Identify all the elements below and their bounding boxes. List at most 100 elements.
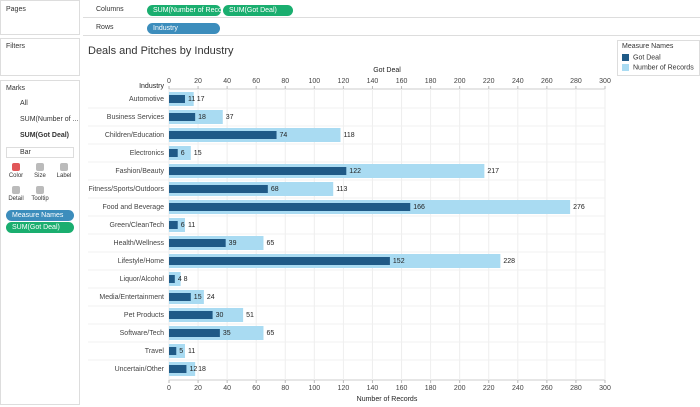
y-tick-label: Media/Entertainment: [99, 294, 164, 301]
data-label: 15: [194, 150, 202, 157]
x2-tick-label: 40: [223, 78, 231, 85]
x-tick-label: 260: [541, 385, 553, 392]
button-label: Size: [34, 173, 46, 179]
y-tick-label: Business Services: [107, 114, 165, 121]
data-label: 35: [223, 330, 231, 337]
bar: [169, 167, 347, 175]
color-button[interactable]: Color: [6, 163, 26, 179]
data-label: 122: [349, 168, 361, 175]
data-label: 65: [266, 240, 274, 247]
x-tick-label: 180: [425, 385, 437, 392]
y-tick-label: Uncertain/Other: [115, 366, 165, 373]
data-label: 113: [336, 186, 347, 193]
data-label: 4: [178, 276, 182, 283]
data-label: 18: [198, 366, 206, 373]
label-button[interactable]: Label: [54, 163, 74, 179]
x2-tick-label: 80: [281, 78, 289, 85]
legend-entry[interactable]: Number of Records: [622, 64, 694, 71]
marks-card-item[interactable]: SUM(Got Deal): [20, 132, 69, 139]
y-tick-label: Lifestyle/Home: [118, 258, 164, 265]
data-label: 6: [181, 222, 185, 229]
data-label: 37: [226, 114, 234, 121]
data-label: 228: [503, 258, 515, 265]
y-tick-label: Fashion/Beauty: [115, 168, 164, 175]
x-tick-label: 0: [167, 385, 171, 392]
data-label: 68: [271, 186, 279, 193]
y-tick-label: Health/Wellness: [114, 240, 165, 247]
bar: [169, 113, 196, 121]
marks-card-item[interactable]: SUM(Number of ...: [20, 116, 79, 123]
marks-card-item[interactable]: All: [20, 100, 28, 107]
filters-label: Filters: [6, 43, 26, 50]
bar: [169, 95, 185, 103]
x-tick-label: 240: [512, 385, 524, 392]
x-tick-label: 60: [252, 385, 260, 392]
bar: [169, 131, 277, 139]
bar: [169, 185, 268, 193]
button-label: Detail: [8, 196, 24, 202]
x2-tick-label: 140: [367, 78, 379, 85]
x2-tick-label: 0: [167, 78, 171, 85]
data-label: 24: [207, 294, 215, 301]
y-tick-label: Food and Beverage: [103, 204, 165, 211]
legend-title: Measure Names: [622, 43, 674, 50]
x2-tick-label: 120: [338, 78, 350, 85]
x2-tick-label: 200: [454, 78, 466, 85]
measure-pill[interactable]: SUM(Got Deal): [6, 222, 74, 233]
data-label: 11: [188, 222, 195, 229]
size-button[interactable]: Size: [30, 163, 50, 179]
x-tick-label: 220: [483, 385, 495, 392]
x2-tick-label: 60: [252, 78, 260, 85]
x-tick-label: 200: [454, 385, 466, 392]
data-label: 8: [184, 276, 188, 283]
column-pill[interactable]: SUM(Got Deal): [223, 5, 293, 16]
x2-tick-label: 220: [483, 78, 495, 85]
y-tick-label: Automotive: [129, 96, 164, 103]
marks-card: [0, 80, 80, 405]
bar: [169, 221, 178, 229]
legend: [617, 40, 700, 76]
data-label: 166: [413, 204, 425, 211]
x2-tick-label: 160: [396, 78, 408, 85]
rows-shelf: [83, 20, 700, 36]
x-tick-label: 20: [194, 385, 202, 392]
x-tick-label: 280: [570, 385, 582, 392]
x-tick-label: 40: [223, 385, 231, 392]
measure-names-pill[interactable]: Measure Names: [6, 210, 74, 221]
mark-type-dropdown[interactable]: [6, 147, 74, 158]
data-label: 18: [198, 114, 206, 121]
tooltip-button[interactable]: Tooltip: [30, 186, 50, 202]
bar: [169, 257, 390, 265]
y-tick-label: Children/Education: [105, 132, 164, 139]
pages-label: Pages: [6, 6, 26, 13]
y-tick-label: Travel: [145, 348, 165, 355]
data-label: 74: [280, 132, 288, 139]
x-tick-label: 160: [396, 385, 408, 392]
legend-entry[interactable]: Got Deal: [622, 54, 661, 61]
y-tick-label: Electronics: [130, 150, 165, 157]
button-label: Label: [56, 173, 72, 179]
column-pill[interactable]: SUM(Number of Reco: [147, 5, 221, 16]
data-label: 152: [393, 258, 405, 265]
x-tick-label: 140: [367, 385, 379, 392]
data-label: 12: [189, 366, 197, 373]
x2-tick-label: 180: [425, 78, 437, 85]
detail-button[interactable]: Detail: [6, 186, 26, 202]
y-tick-label: Fitness/Sports/Outdoors: [89, 186, 165, 193]
bar: [169, 311, 213, 319]
data-label: 39: [229, 240, 237, 247]
data-label: 6: [181, 150, 185, 157]
x2-tick-label: 240: [512, 78, 524, 85]
data-label: 217: [487, 168, 499, 175]
legend-label: Number of Records: [633, 64, 694, 72]
x2-tick-label: 20: [194, 78, 202, 85]
x-axis-title: Number of Records: [357, 396, 418, 403]
bar: [169, 365, 187, 373]
filters-shelf: [0, 38, 80, 76]
row-pill[interactable]: Industry: [147, 23, 220, 34]
data-label: 276: [573, 204, 585, 211]
x2-tick-label: 300: [599, 78, 611, 85]
legend-label: Got Deal: [633, 54, 661, 62]
